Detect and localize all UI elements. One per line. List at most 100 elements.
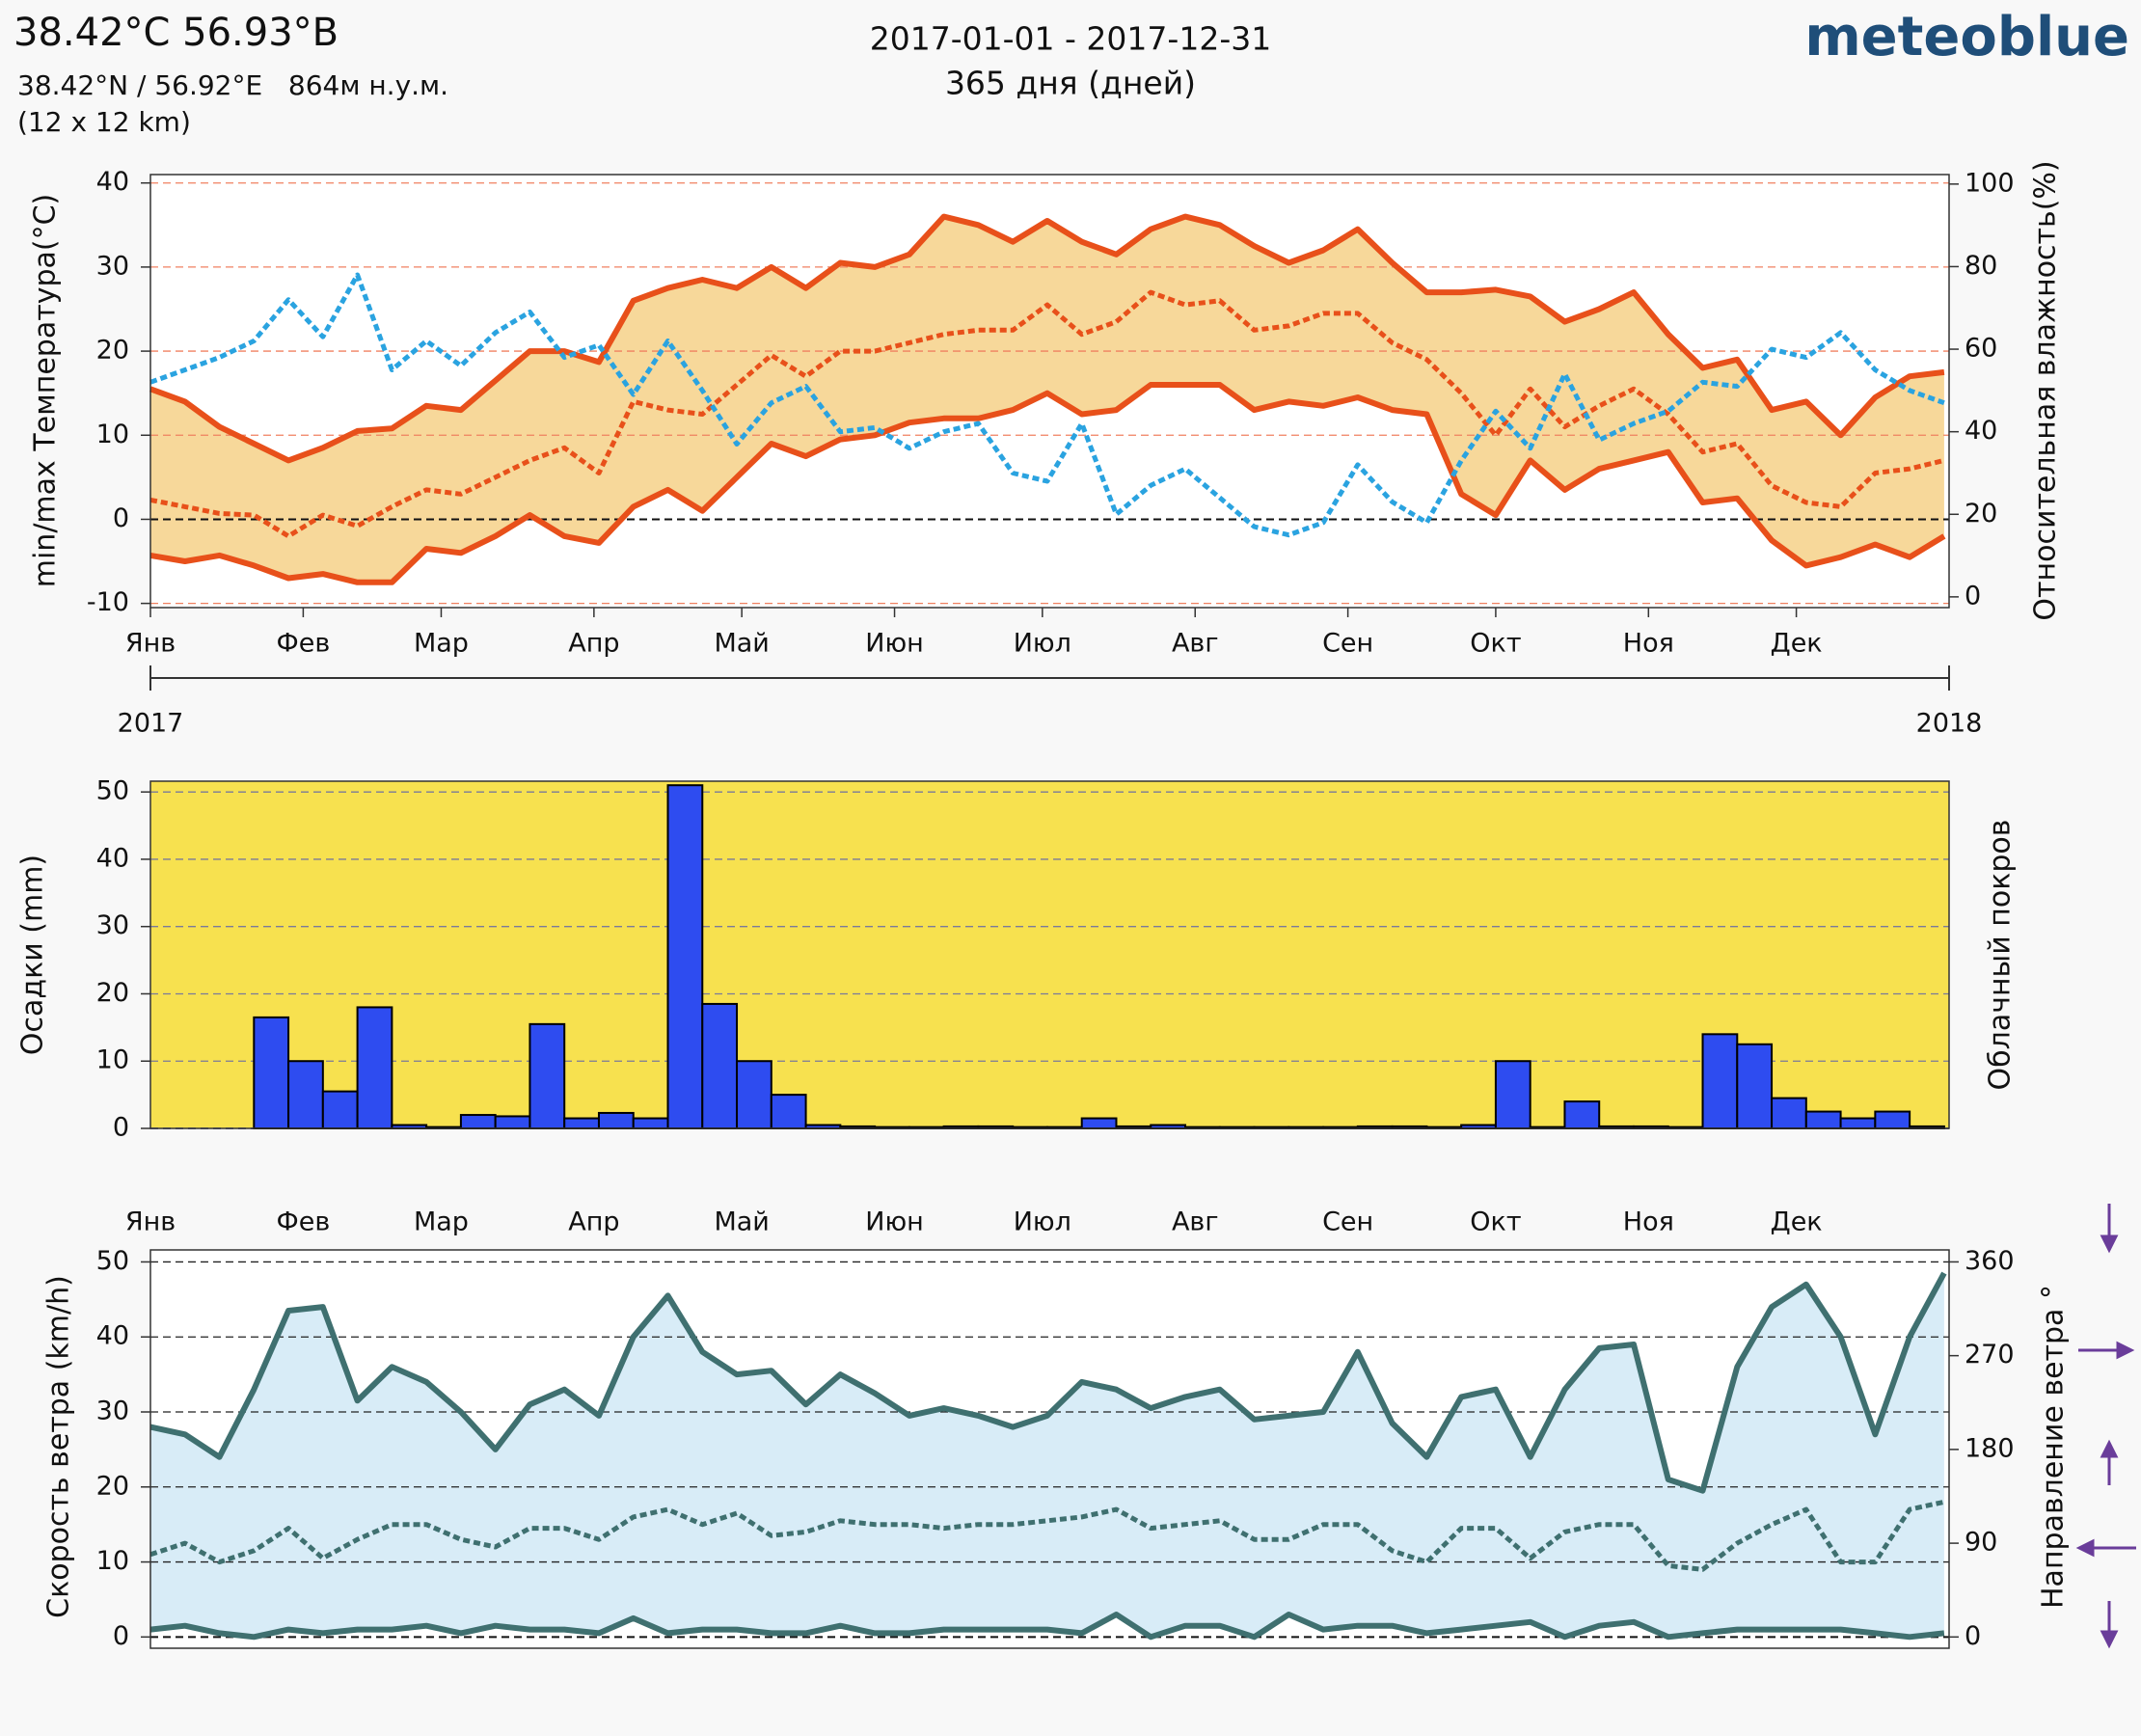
x-tick-label: Ноя [1623, 629, 1674, 659]
precip-bar [1701, 1033, 1739, 1129]
x-tick-label: Июн [865, 1207, 924, 1237]
days: 365 дня (дней) [945, 65, 1196, 102]
y-tick-label: 0 [113, 1621, 129, 1651]
precip-bar [736, 1060, 772, 1129]
y-tick-label: 40 [96, 843, 129, 873]
y-tick-label: 20 [96, 336, 129, 366]
range-band [150, 216, 1944, 583]
precip-bar [632, 1117, 669, 1130]
y2-tick-label: 90 [1965, 1528, 1997, 1558]
precip-bar [770, 1094, 807, 1130]
y-axis-title: Скорость ветра (km/h) [42, 1275, 76, 1618]
precip-bar [1839, 1117, 1877, 1130]
x-tick-label: Май [714, 1207, 769, 1237]
y-tick-label: 10 [96, 1546, 129, 1576]
precip-bar [287, 1060, 324, 1129]
x-tick-label: Дек [1771, 629, 1823, 659]
brand: meteoblue [1804, 6, 2129, 68]
series-line [149, 1271, 1947, 1494]
precip-bar [1736, 1043, 1774, 1129]
y2-tick-label: 20 [1965, 499, 1997, 529]
x-tick-label: Мар [414, 629, 469, 659]
x-tick-label: Сен [1322, 629, 1373, 659]
y-tick-label: 10 [96, 420, 129, 449]
x-tick-label: Янв [125, 1207, 176, 1237]
precip-bar [701, 1002, 739, 1129]
x-tick-label: Окт [1470, 629, 1521, 659]
year-label: 2018 [1916, 709, 1983, 739]
wind-arrows [2075, 1204, 2136, 1649]
x-tick-label: Авг [1172, 629, 1219, 659]
grid-size: (12 x 12 km) [17, 106, 191, 138]
y2-tick-label: 180 [1965, 1433, 2015, 1463]
plot-frame [149, 780, 1950, 1129]
precip-bar [1804, 1110, 1842, 1129]
precip-bar [666, 784, 704, 1129]
x-tick-label: Ноя [1623, 1207, 1674, 1237]
y2-tick-label: 360 [1965, 1246, 2015, 1276]
precip-bar [459, 1114, 497, 1129]
x-tick-label: Янв [125, 629, 176, 659]
plot-frame [149, 1249, 1950, 1649]
plot-frame [149, 174, 1950, 609]
precip-bar [1874, 1110, 1911, 1129]
series-line [149, 272, 1945, 538]
precip-bar [528, 1022, 566, 1130]
year-label: 2017 [118, 709, 184, 739]
y2-tick-label: 0 [1965, 581, 1981, 610]
y-tick-label: 30 [96, 1397, 129, 1426]
series-line [149, 1612, 1945, 1641]
x-tick-label: Фев [277, 629, 331, 659]
y2-tick-label: 40 [1965, 416, 1997, 446]
period: 2017-01-01 - 2017-12-31 [870, 20, 1271, 58]
precip-bar [1494, 1060, 1531, 1129]
y2-tick-label: 0 [1965, 1621, 1981, 1651]
y2-tick-label: 80 [1965, 251, 1997, 281]
x-tick-label: Июл [1014, 629, 1071, 659]
y-tick-label: 50 [96, 1246, 129, 1276]
y-tick-label: 20 [96, 978, 129, 1008]
y2-axis-title: Относительная влажность(%) [2029, 160, 2063, 620]
y-tick-label: 40 [96, 1321, 129, 1351]
y-tick-label: 40 [96, 167, 129, 197]
precip-bar [563, 1117, 600, 1130]
y-axis-title: Осадки (mm) [16, 854, 50, 1055]
y2-tick-label: 270 [1965, 1340, 2015, 1370]
range-band [150, 1273, 1944, 1638]
series-line [149, 1499, 1945, 1572]
precip-bar [494, 1115, 531, 1130]
plot-area [150, 781, 1949, 1128]
x-tick-label: Апр [568, 629, 619, 659]
y-tick-label: 50 [96, 776, 129, 806]
x-tick-label: Фев [277, 1207, 331, 1237]
y2-axis-title: Облачный покров [1984, 820, 2018, 1091]
y-tick-label: 0 [113, 1113, 129, 1143]
precip-bar [1080, 1117, 1118, 1130]
x-tick-label: Авг [1172, 1207, 1219, 1237]
y-axis-title: min/max Температура(°C) [29, 194, 63, 588]
x-tick-label: Окт [1470, 1207, 1521, 1237]
series-line [149, 382, 1946, 585]
precip-bar [1771, 1097, 1807, 1129]
precip-bar [321, 1090, 359, 1130]
precip-bar [253, 1016, 290, 1129]
x-tick-label: Сен [1322, 1207, 1373, 1237]
y-tick-label: -10 [87, 587, 129, 617]
y-tick-label: 0 [113, 503, 129, 533]
coords: 38.42°N / 56.92°E 864м н.у.м. [17, 69, 448, 101]
location-title: 38.42°С 56.93°В [14, 11, 339, 55]
x-tick-label: Апр [568, 1207, 619, 1237]
y2-axis-title: Направление ветра ° [2037, 1285, 2071, 1609]
y2-tick-label: 60 [1965, 334, 1997, 364]
x-tick-label: Июн [865, 629, 924, 659]
y-tick-label: 20 [96, 1471, 129, 1501]
series-line [149, 213, 1945, 464]
y-tick-label: 30 [96, 251, 129, 281]
series-line [149, 289, 1945, 539]
x-tick-label: Июл [1014, 1207, 1071, 1237]
x-tick-label: Май [714, 629, 769, 659]
precip-bar [356, 1006, 393, 1129]
x-tick-label: Дек [1771, 1207, 1823, 1237]
y-tick-label: 30 [96, 910, 129, 940]
